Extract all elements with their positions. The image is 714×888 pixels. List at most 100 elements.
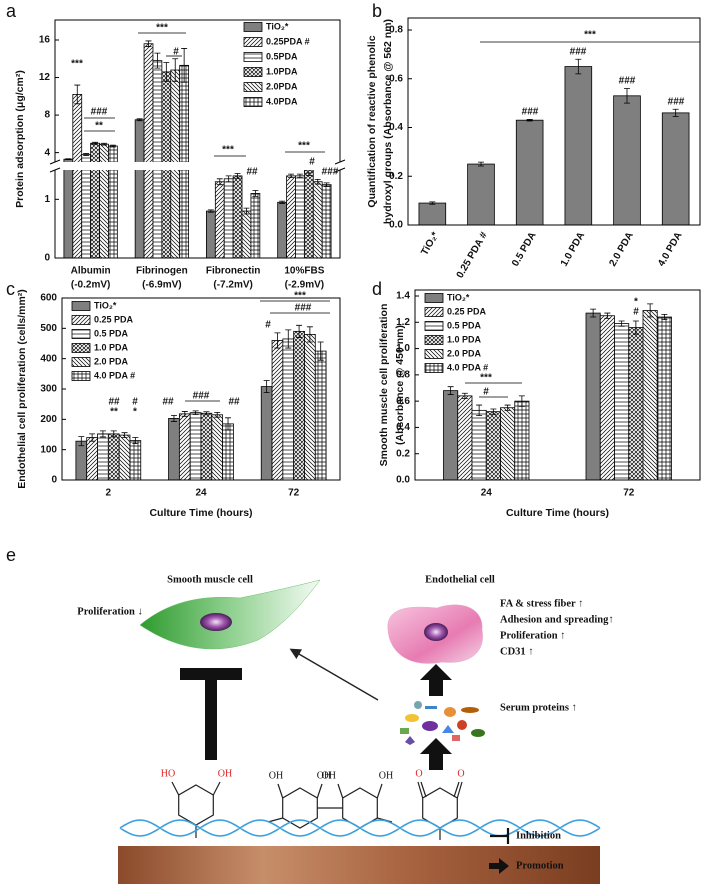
serum-label: Serum proteins ↑	[500, 702, 577, 713]
molecules	[171, 781, 463, 840]
significance-mark: **	[110, 407, 118, 418]
bar	[97, 433, 109, 481]
x-tick-note: (-2.9mV)	[285, 280, 324, 291]
bar	[189, 412, 202, 481]
error-bar	[243, 207, 250, 215]
legend-swatch	[424, 321, 444, 331]
significance-mark: ###	[322, 167, 339, 178]
error-bar	[478, 161, 484, 167]
legend-label: 1.0 PDA	[94, 342, 129, 352]
y-tick-label: 100	[40, 444, 57, 455]
error-bar	[99, 430, 106, 438]
legend-label: 2.0 PDA	[94, 356, 129, 366]
error-bar	[74, 84, 81, 105]
bar	[614, 323, 630, 481]
chem-label: OH	[317, 770, 331, 781]
legend-label: 0.25PDA #	[266, 36, 310, 46]
significance-mark: ###	[570, 47, 587, 58]
legend-label: 0.5 PDA	[94, 328, 129, 338]
smooth-muscle-cell	[139, 579, 321, 650]
legend-label: 4.0 PDA #	[94, 370, 135, 380]
y-tick-label: 0.0	[389, 220, 403, 231]
error-bar	[225, 417, 232, 431]
error-bar	[526, 119, 533, 122]
bar	[206, 210, 216, 259]
significance-mark: ***	[156, 23, 168, 34]
panel-label: d	[372, 279, 382, 299]
bar	[75, 440, 88, 481]
error-bar	[314, 178, 321, 185]
bar	[485, 411, 501, 481]
serum-proteins	[400, 701, 485, 745]
legend-inhibition: Inhibition	[516, 830, 561, 841]
plot-frame	[414, 289, 701, 481]
error-bar	[306, 326, 313, 343]
bar	[599, 315, 615, 481]
y-tick-label: 400	[40, 353, 57, 364]
error-bar	[83, 153, 90, 156]
x-axis-label: Culture Time (hours)	[149, 507, 252, 519]
legend-swatch	[243, 97, 263, 107]
substrate	[118, 846, 600, 884]
y-axis-label: (Absorbance @ 450 nm)	[394, 325, 406, 445]
bar	[564, 66, 593, 226]
nucleus	[200, 613, 232, 631]
y-tick-label: 0	[51, 475, 57, 486]
bar	[282, 338, 295, 481]
plot-frame	[61, 297, 341, 481]
bar	[143, 43, 154, 259]
y-axis-label: Smooth muscle cell proliferation	[378, 304, 390, 467]
panel-label: a	[6, 1, 17, 21]
error-bar	[447, 386, 454, 395]
bar	[585, 312, 601, 481]
x-tick-label: 1.0 PDA	[559, 230, 587, 268]
x-tick-label: Albumin	[71, 266, 111, 277]
bar	[178, 413, 191, 481]
x-tick-label: 0.25 PDA #	[455, 230, 490, 280]
x-tick-label: 2.0 PDA	[607, 230, 635, 268]
promotion-arrow	[420, 738, 452, 770]
y-tick-label: 0.2	[396, 448, 410, 459]
y-axis-label: Protein adsorption (μg/cm²)	[14, 70, 26, 208]
promotion-symbol	[489, 858, 509, 874]
error-bar	[252, 190, 259, 197]
x-tick-label: 24	[195, 488, 207, 499]
error-bar	[109, 144, 116, 148]
plot-frame	[407, 17, 701, 226]
error-bar	[92, 141, 99, 145]
error-bar	[263, 380, 270, 394]
significance-mark: ###	[91, 107, 108, 118]
bar	[241, 210, 252, 259]
error-bar	[78, 436, 85, 447]
chem-label: OH	[269, 770, 283, 781]
error-bar	[285, 329, 292, 349]
inhibition-stem	[205, 680, 217, 760]
x-tick-label: 24	[481, 488, 493, 499]
bar	[418, 202, 447, 226]
bar	[118, 434, 131, 481]
significance-mark: ###	[619, 76, 636, 87]
legend-swatch	[424, 307, 444, 317]
bar	[293, 330, 305, 481]
y-axis-label: Quantification of reactive phenolic	[366, 35, 378, 207]
error-bar	[288, 173, 294, 179]
legend-label: 1.0PDA	[266, 66, 298, 76]
significance-mark: #	[132, 397, 138, 408]
legend-swatch	[71, 357, 91, 367]
error-bar	[274, 332, 281, 349]
chem-label: OH	[379, 770, 393, 781]
significance-mark: ###	[668, 97, 685, 108]
legend-swatch	[243, 52, 263, 62]
bar	[628, 327, 644, 481]
panel-label: b	[372, 1, 382, 21]
axis-break-mark	[334, 159, 346, 173]
y-tick-label: 300	[40, 384, 57, 395]
x-tick-note: (-6.9mV)	[142, 280, 181, 291]
legend-label: 2.0PDA	[266, 81, 298, 91]
bar	[134, 119, 145, 259]
error-bar	[145, 40, 152, 47]
polymer-backbone	[119, 819, 601, 837]
error-bar	[136, 118, 143, 122]
bar	[304, 333, 316, 481]
error-bar	[214, 411, 221, 418]
